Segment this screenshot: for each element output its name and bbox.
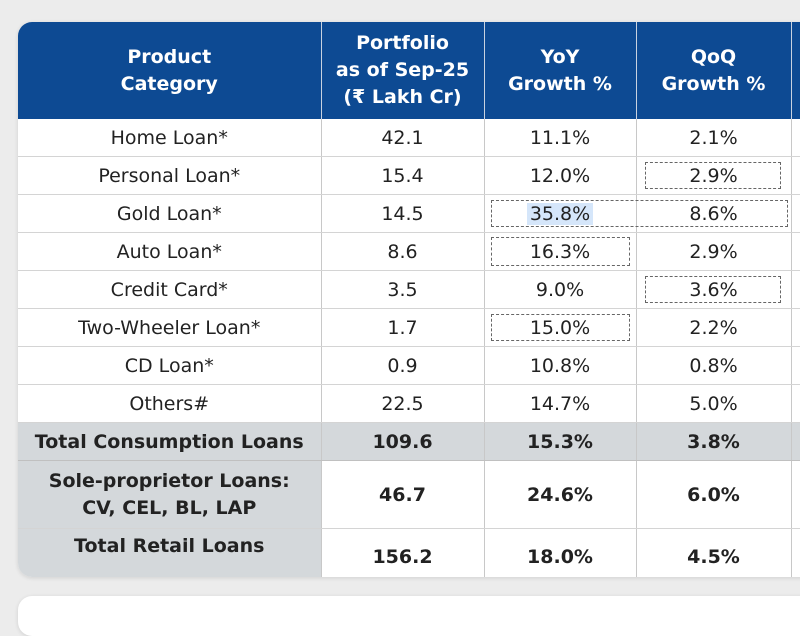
cell-yoy: 12.0% <box>484 156 637 195</box>
table-row: Two-Wheeler Loan* 1.7 15.0% 2.2% <box>18 308 800 347</box>
cell-portfolio: 22.5 <box>321 384 485 423</box>
cell-category: Auto Loan* <box>18 232 322 271</box>
table-row: Others# 22.5 14.7% 5.0% <box>18 384 800 423</box>
cell-category: Personal Loan* <box>18 156 322 195</box>
cell-portfolio: 46.7 <box>321 460 485 529</box>
table-row: CD Loan* 0.9 10.8% 0.8% <box>18 346 800 385</box>
header-yoy-growth: YoY Growth % <box>484 22 637 119</box>
total-consumption-row: Total Consumption Loans 109.6 15.3% 3.8% <box>18 422 800 461</box>
header-row: Product Category Portfolio as of Sep-25 … <box>18 22 800 119</box>
cell-category: Credit Card* <box>18 270 322 309</box>
header-extra-column <box>791 22 800 119</box>
cell-portfolio: 14.5 <box>321 194 485 233</box>
cell-portfolio: 1.7 <box>321 308 485 347</box>
cell-yoy: 16.3% <box>484 232 637 271</box>
cell-portfolio: 156.2 <box>321 528 485 577</box>
cell-qoq: 3.6% <box>636 270 792 309</box>
cell-qoq: 0.8% <box>636 346 792 385</box>
table-row: Gold Loan* 14.5 35.8% 8.6% <box>18 194 800 233</box>
total-retail-row: Total Retail Loans 156.2 18.0% 4.5% <box>18 528 800 577</box>
cell-yoy: 11.1% <box>484 119 637 157</box>
cell-category: Total Retail Loans <box>18 528 322 577</box>
cell-yoy: 10.8% <box>484 346 637 385</box>
cell-yoy: 35.8% <box>484 194 788 233</box>
data-table-card: Product Category Portfolio as of Sep-25 … <box>18 22 800 577</box>
cell-category: Gold Loan* <box>18 194 322 233</box>
cell-yoy: 24.6% <box>484 460 637 529</box>
table-row: Home Loan* 42.1 11.1% 2.1% <box>18 119 800 157</box>
cell-yoy: 15.0% <box>484 308 637 347</box>
cell-portfolio: 8.6 <box>321 232 485 271</box>
cell-qoq: 2.9% <box>636 156 792 195</box>
cell-qoq: 5.0% <box>636 384 792 423</box>
cell-portfolio: 3.5 <box>321 270 485 309</box>
cell-yoy: 15.3% <box>484 422 637 461</box>
retail-loans-table: Product Category Portfolio as of Sep-25 … <box>18 22 800 577</box>
cell-qoq: 2.1% <box>636 119 792 157</box>
table-row: Auto Loan* 8.6 16.3% 2.9% <box>18 232 800 271</box>
cell-qoq: 6.0% <box>636 460 792 529</box>
cell-yoy: 18.0% <box>484 528 637 577</box>
header-qoq-growth: QoQ Growth % <box>636 22 792 119</box>
cell-category: Home Loan* <box>18 119 322 157</box>
cell-qoq: 3.8% <box>636 422 792 461</box>
sole-proprietor-row: Sole-proprietor Loans: CV, CEL, BL, LAP … <box>18 460 800 529</box>
table-row: Credit Card* 3.5 9.0% 3.6% <box>18 270 800 309</box>
cell-yoy: 14.7% <box>484 384 637 423</box>
cell-portfolio: 0.9 <box>321 346 485 385</box>
cell-qoq: 2.9% <box>636 232 792 271</box>
cell-yoy: 9.0% <box>484 270 637 309</box>
header-product-category: Product Category <box>18 22 322 119</box>
cell-qoq: 4.5% <box>636 528 792 577</box>
cell-qoq: 8.6% <box>636 194 792 233</box>
header-portfolio: Portfolio as of Sep-25 (₹ Lakh Cr) <box>321 22 485 119</box>
cell-category: Sole-proprietor Loans: CV, CEL, BL, LAP <box>18 460 322 529</box>
highlighted-value: 35.8% <box>526 202 594 225</box>
cell-qoq: 2.2% <box>636 308 792 347</box>
cell-portfolio: 42.1 <box>321 119 485 157</box>
cell-category: Two-Wheeler Loan* <box>18 308 322 347</box>
cell-category: Others# <box>18 384 322 423</box>
cell-portfolio: 109.6 <box>321 422 485 461</box>
cell-category: CD Loan* <box>18 346 322 385</box>
cell-category: Total Consumption Loans <box>18 422 322 461</box>
table-row: Personal Loan* 15.4 12.0% 2.9% <box>18 156 800 195</box>
cell-portfolio: 15.4 <box>321 156 485 195</box>
next-card <box>18 596 800 636</box>
